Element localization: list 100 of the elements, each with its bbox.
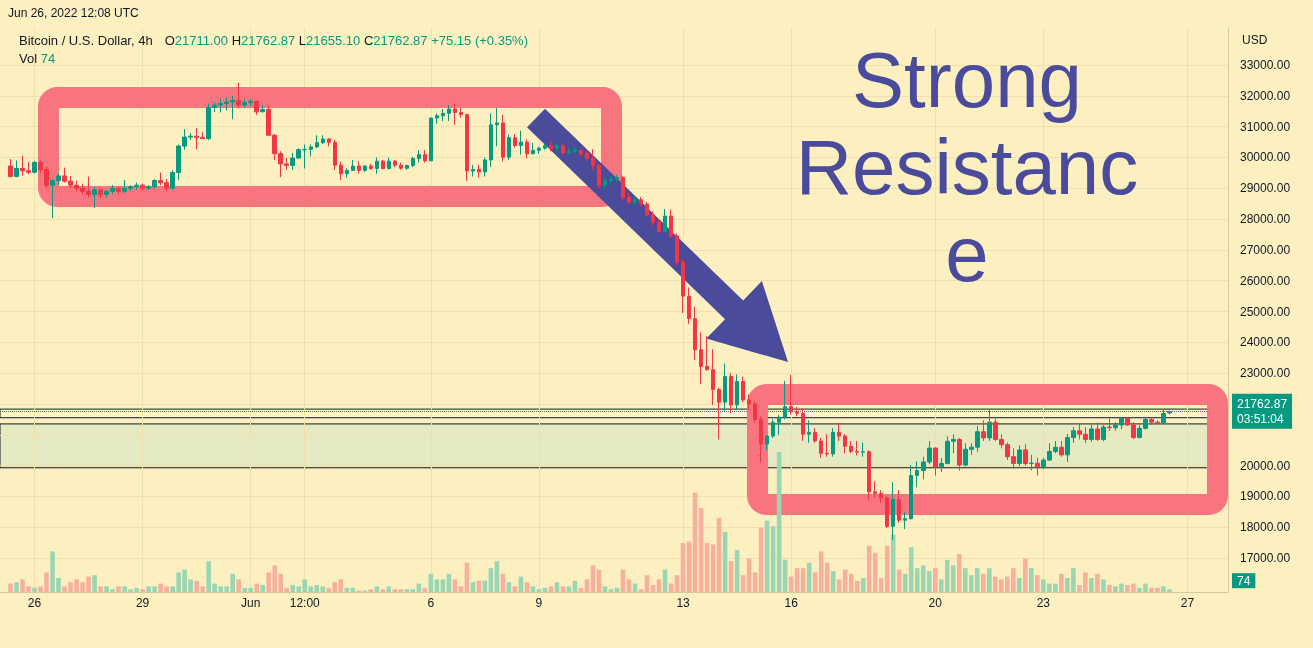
bar xyxy=(404,589,410,592)
candlestick xyxy=(879,489,883,504)
candlestick xyxy=(717,387,721,440)
candlestick xyxy=(831,427,835,458)
candlestick xyxy=(92,186,97,209)
candlestick xyxy=(459,107,463,119)
y-tick-label: 26000.00 xyxy=(1240,273,1291,288)
bar xyxy=(260,585,266,592)
bar xyxy=(1023,558,1028,592)
candlestick xyxy=(495,107,499,147)
x-tick-label: 16 xyxy=(784,596,799,610)
y-axis-title: USD xyxy=(1242,33,1268,47)
candlestick xyxy=(1089,424,1094,443)
candlestick xyxy=(651,210,655,226)
bar xyxy=(932,568,938,592)
candlestick xyxy=(1107,417,1112,432)
bar xyxy=(116,586,121,592)
bar xyxy=(434,579,440,592)
candlestick xyxy=(813,427,817,444)
candlestick xyxy=(98,187,103,199)
candlestick xyxy=(387,156,391,170)
candlestick xyxy=(867,449,871,501)
candlestick xyxy=(885,495,889,529)
candlestick xyxy=(447,104,451,122)
candlestick xyxy=(321,134,325,145)
candlestick xyxy=(849,440,853,454)
y-tick-label: 27000.00 xyxy=(1240,242,1291,257)
candlestick xyxy=(507,133,511,161)
candlestick xyxy=(339,161,343,181)
candlestick xyxy=(140,183,145,192)
x-tick-label: 12:00 xyxy=(289,596,321,610)
candlestick xyxy=(681,258,685,314)
candlestick xyxy=(393,159,397,168)
candlestick xyxy=(915,460,919,488)
candlestick xyxy=(327,137,331,147)
candlestick xyxy=(423,149,427,164)
bar xyxy=(656,579,662,592)
candlestick xyxy=(873,480,877,499)
candlestick xyxy=(1023,443,1028,467)
candlestick xyxy=(663,208,667,233)
candlestick xyxy=(657,218,661,234)
y-tick-label: 32000.00 xyxy=(1240,88,1291,103)
bar xyxy=(584,579,590,592)
candlestick xyxy=(621,175,625,202)
y-tick-label: 20000.00 xyxy=(1240,458,1291,473)
candlestick xyxy=(825,433,829,458)
candlestick xyxy=(435,112,439,125)
candlestick xyxy=(645,201,649,217)
bar xyxy=(536,589,542,592)
bar xyxy=(32,587,37,592)
bar xyxy=(410,589,416,592)
candlestick xyxy=(1059,440,1064,458)
candlestick xyxy=(573,146,577,154)
bar xyxy=(392,589,398,592)
candlestick xyxy=(807,419,811,444)
bar xyxy=(602,586,608,592)
candlestick xyxy=(345,167,349,178)
candlestick xyxy=(236,82,241,109)
y-tick-label: 23000.00 xyxy=(1240,366,1291,381)
y-tick-label: 30000.00 xyxy=(1240,150,1291,165)
candlestick xyxy=(957,437,962,472)
y-tick-label: 25000.00 xyxy=(1240,304,1291,319)
y-tick-label: 18000.00 xyxy=(1240,520,1291,535)
x-tick-label: 9 xyxy=(535,596,543,610)
y-tick-label: 31000.00 xyxy=(1240,119,1291,134)
candlestick xyxy=(405,164,409,171)
candlestick xyxy=(519,130,523,156)
candlestick xyxy=(603,176,607,189)
bar xyxy=(956,554,962,592)
bar xyxy=(560,586,566,592)
bar xyxy=(981,573,986,592)
candlestick xyxy=(489,112,493,168)
candlestick xyxy=(843,433,847,454)
candlestick xyxy=(771,418,775,439)
bar xyxy=(374,586,380,592)
bar xyxy=(566,586,572,592)
bar xyxy=(380,589,386,592)
bar xyxy=(98,586,103,592)
candlestick xyxy=(1101,424,1106,442)
candlestick xyxy=(381,159,385,170)
candlestick xyxy=(765,434,769,451)
bar xyxy=(890,534,896,592)
bar xyxy=(836,579,842,592)
y-tick-label: 19000.00 xyxy=(1240,489,1291,504)
candlestick xyxy=(369,163,373,171)
candlestick xyxy=(309,144,313,158)
candlestick xyxy=(513,133,517,149)
candlestick xyxy=(729,372,733,414)
candlestick xyxy=(711,348,715,406)
candlestick xyxy=(855,440,859,456)
candlestick xyxy=(260,104,265,113)
candlestick xyxy=(465,113,469,182)
bar xyxy=(368,589,374,592)
bar xyxy=(92,575,97,592)
candlestick xyxy=(1029,454,1034,471)
candlestick xyxy=(1095,421,1100,442)
bar xyxy=(512,586,518,592)
candlestick xyxy=(525,139,529,160)
candlestick xyxy=(759,415,763,464)
candlestick xyxy=(693,306,697,361)
